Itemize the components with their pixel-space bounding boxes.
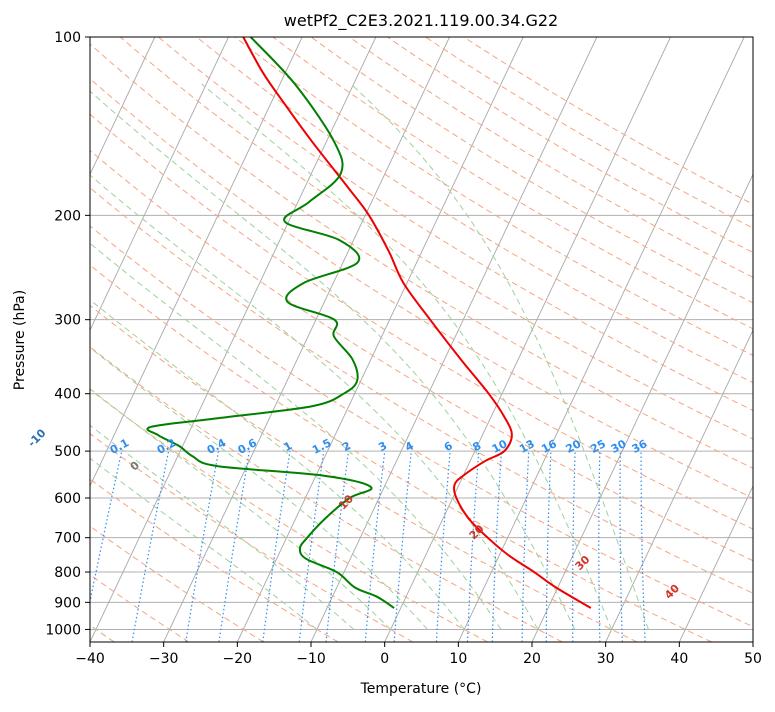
- x-tick-label: 20: [523, 651, 541, 667]
- dry-adiabat: [90, 225, 753, 628]
- moist-adiabat: [90, 299, 465, 630]
- dry-adiabat: [90, 113, 753, 530]
- isotherm-line: [90, 37, 377, 642]
- mixing-ratio-line: [364, 451, 386, 642]
- dry-adiabat: [158, 37, 753, 412]
- chart-title: wetPf2_C2E3.2021.119.00.34.G22: [284, 11, 558, 31]
- mixing-ratio-line: [325, 451, 350, 642]
- x-tick-label: 10: [449, 651, 467, 667]
- dry-adiabat: [90, 346, 563, 642]
- moist-adiabat: [90, 457, 318, 630]
- y-tick-label: 400: [54, 387, 81, 403]
- isotherm-line: [90, 37, 156, 176]
- moist-adiabat: [90, 174, 539, 630]
- mixing-ratio-label: 25: [588, 437, 608, 456]
- x-axis-title: Temperature (°C): [360, 681, 482, 697]
- moist-adiabat: [90, 346, 428, 630]
- isotherm-line: [90, 37, 303, 488]
- moist-adiabat: [90, 242, 502, 630]
- mixing-ratio-label: 20: [564, 437, 584, 456]
- dry-adiabat: [119, 37, 753, 440]
- y-tick-label: 100: [54, 30, 81, 46]
- plot-frame: [89, 36, 754, 643]
- mixing-ratio-label: 36: [630, 437, 650, 456]
- x-tick-label: −20: [223, 651, 253, 667]
- mixing-ratio-line: [218, 450, 250, 642]
- x-tick-label: 0: [380, 651, 389, 667]
- y-tick-label: 1000: [45, 622, 81, 638]
- dewpoint-profile: [146, 37, 395, 609]
- moist-adiabat: [201, 83, 613, 630]
- mixing-ratio-label: 10: [490, 437, 510, 456]
- mixing-ratio-line: [262, 451, 291, 642]
- isotherm-line: [236, 37, 524, 642]
- dry-adiabat: [90, 525, 264, 642]
- dry-adiabat: [90, 389, 488, 642]
- dry-adiabat: [90, 264, 712, 642]
- dry-adiabat: [90, 43, 753, 469]
- dry-adiabat: [463, 37, 753, 205]
- moist-adiabat: [90, 90, 576, 630]
- mixing-ratio-line: [393, 451, 412, 642]
- mixing-ratio-label: 16: [539, 437, 559, 456]
- mixing-ratio-label: 13: [517, 437, 537, 456]
- isotherm-line: [678, 485, 753, 642]
- mixing-ratio-line: [298, 451, 325, 642]
- x-tick-label: −10: [296, 651, 326, 667]
- isotherm-line: [457, 37, 745, 642]
- isotherm-line: [90, 37, 229, 332]
- y-tick-label: 900: [54, 595, 81, 611]
- x-tick-label: 50: [744, 651, 762, 667]
- isotherm-line: [163, 37, 450, 642]
- mixing-ratio-label: 30: [609, 437, 629, 456]
- x-tick-label: −40: [75, 651, 105, 667]
- x-tick-label: 30: [597, 651, 615, 667]
- y-tick-label: 800: [54, 565, 81, 581]
- y-axis-title: Pressure (hPa): [12, 290, 28, 390]
- temperature-profile: [242, 37, 592, 609]
- moist-adiabat: [350, 83, 649, 630]
- y-tick-label: 500: [54, 444, 81, 460]
- y-tick-label: 600: [54, 491, 81, 507]
- isotherm-line: [384, 37, 671, 642]
- x-tick-label: 40: [670, 651, 688, 667]
- dry-adiabat: [90, 78, 753, 499]
- isotherm-line: [605, 329, 753, 642]
- y-tick-label: 700: [54, 531, 81, 547]
- x-tick-label: −30: [149, 651, 179, 667]
- moist-adiabat: [90, 388, 391, 630]
- isotherm-line: [531, 173, 753, 642]
- y-tick-label: 200: [54, 208, 81, 224]
- y-tick-label: 300: [54, 313, 81, 329]
- dry-adiabat: [90, 149, 753, 562]
